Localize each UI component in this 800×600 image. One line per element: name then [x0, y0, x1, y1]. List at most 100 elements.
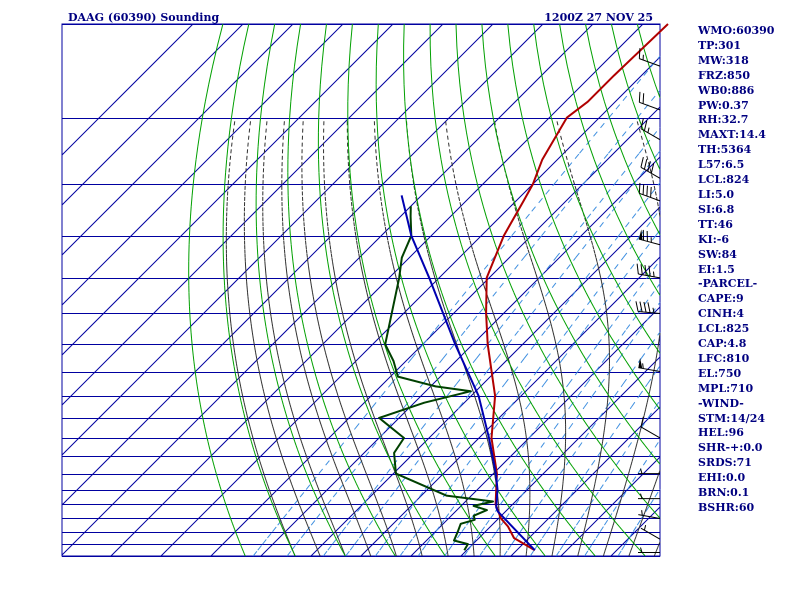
dry-adiabat [655, 159, 661, 170]
moist-adiabat [422, 363, 425, 367]
moist-adiabat [271, 323, 274, 327]
dry-adiabat [329, 526, 332, 530]
mixing-ratio-line [524, 277, 541, 297]
dry-adiabat [581, 285, 587, 293]
moist-adiabat [355, 445, 357, 448]
moist-adiabat [352, 352, 355, 356]
dry-adiabat [576, 409, 580, 414]
dry-adiabat [374, 520, 378, 525]
dry-adiabat [387, 456, 391, 461]
dry-adiabat [199, 404, 202, 410]
dry-adiabat [482, 206, 487, 217]
moist-adiabat [250, 431, 253, 435]
moist-adiabat [295, 332, 298, 336]
wind-barbs [635, 48, 661, 554]
moist-adiabat [378, 507, 381, 509]
dry-adiabat [376, 523, 379, 527]
dry-adiabat [614, 463, 618, 468]
dry-adiabat [230, 349, 233, 356]
moist-adiabat [309, 277, 312, 282]
dry-adiabat [652, 509, 656, 514]
moist-adiabat [516, 391, 519, 394]
dry-adiabat [549, 366, 554, 372]
dry-adiabat [318, 386, 321, 392]
stability-index: LFC:810 [698, 351, 750, 365]
moist-adiabat [650, 492, 653, 495]
moist-adiabat [288, 289, 290, 293]
moist-adiabat [270, 493, 272, 496]
dry-adiabat [225, 504, 228, 508]
moist-adiabat [362, 465, 365, 468]
dry-adiabat [480, 386, 484, 392]
moist-adiabat [343, 413, 346, 416]
moist-adiabat [467, 376, 470, 380]
dry-adiabat [534, 476, 538, 481]
moist-adiabat [305, 522, 308, 525]
moist-adiabat [406, 316, 409, 321]
moist-adiabat [647, 395, 650, 399]
moist-adiabat [255, 449, 258, 452]
moist-adiabat [483, 425, 485, 429]
mixing-ratio-line [354, 537, 360, 545]
moist-adiabat [371, 487, 373, 490]
dry-adiabat [654, 84, 661, 98]
moist-adiabat [405, 501, 407, 504]
moist-adiabat [395, 475, 398, 478]
moist-adiabat [298, 504, 301, 507]
dry-adiabat [522, 313, 527, 321]
dry-adiabat [280, 395, 283, 401]
mixing-ratio-line [432, 357, 444, 372]
moist-adiabat [276, 511, 279, 514]
moist-adiabat [568, 165, 572, 173]
dry-adiabat [269, 349, 272, 356]
dry-adiabat [487, 400, 492, 406]
moist-adiabat [437, 406, 440, 410]
dry-adiabat [345, 344, 349, 351]
moist-adiabat [649, 495, 652, 498]
dry-adiabat [270, 355, 273, 362]
moist-adiabat [382, 441, 385, 444]
dry-adiabat [461, 507, 465, 511]
moist-adiabat [480, 417, 483, 421]
dry-adiabat [253, 449, 256, 454]
moist-adiabat [265, 125, 268, 133]
moist-adiabat [287, 539, 290, 541]
stability-index: KI:-6 [698, 232, 729, 246]
moist-adiabat [366, 475, 369, 478]
moist-adiabat [314, 404, 316, 408]
moist-adiabat [282, 459, 285, 462]
moist-adiabat [228, 166, 231, 173]
mixing-ratio-line [546, 343, 558, 359]
mixing-ratio-line [562, 343, 575, 359]
mixing-ratio-line [397, 518, 404, 526]
moist-adiabat [303, 516, 306, 519]
dry-adiabat [256, 459, 259, 464]
moist-adiabat [352, 508, 354, 511]
moist-adiabat [331, 376, 334, 380]
wind-barb-flag [638, 357, 643, 369]
dry-adiabat [431, 261, 435, 271]
mixing-ratio-line [357, 504, 364, 512]
dry-adiabat [394, 253, 398, 263]
moist-adiabat [339, 299, 341, 304]
dry-adiabat [380, 172, 384, 185]
dry-adiabat [443, 476, 447, 481]
stability-index: TH:5364 [698, 143, 752, 157]
dry-adiabat [438, 546, 442, 550]
moist-adiabat [656, 200, 659, 207]
dry-adiabat [339, 319, 342, 327]
moist-adiabat [258, 458, 260, 461]
dry-adiabat [243, 413, 246, 418]
dry-adiabat [617, 216, 623, 227]
mixing-ratio-line [568, 313, 582, 330]
dry-adiabat [547, 360, 551, 367]
mixing-ratio-line [467, 383, 478, 397]
mixing-ratio-line [584, 549, 589, 557]
wind-barb-full [640, 264, 643, 275]
moist-adiabat [354, 514, 356, 516]
moist-adiabat [415, 443, 418, 446]
dry-adiabat [614, 520, 618, 525]
moist-adiabat [321, 425, 323, 429]
mixing-ratio-line [399, 447, 408, 457]
dry-adiabat [452, 492, 456, 496]
